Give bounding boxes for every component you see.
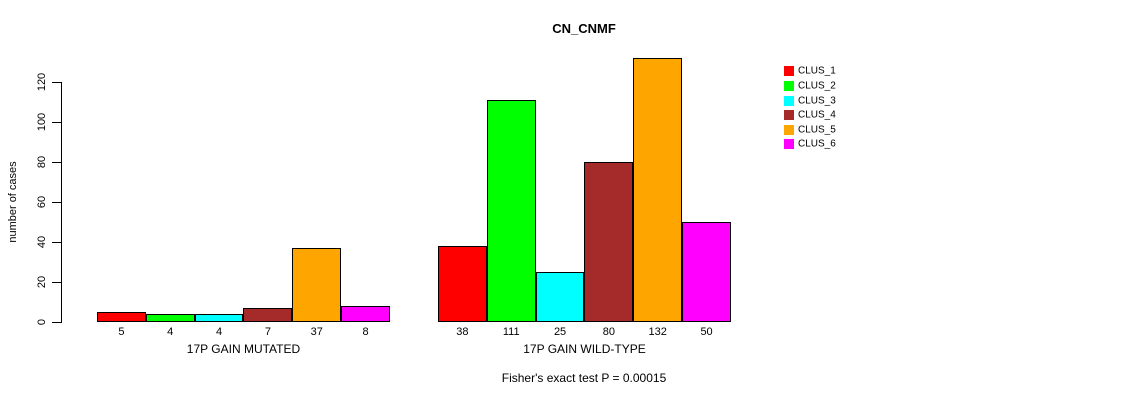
bar	[682, 222, 731, 322]
bar-value-label: 7	[264, 326, 271, 338]
legend-label: CLUS_6	[798, 138, 836, 150]
y-tick-label: 60	[36, 195, 48, 209]
y-tick-label: 40	[36, 235, 48, 249]
legend-swatch	[784, 110, 794, 121]
bar-value-label: 4	[167, 326, 174, 338]
legend-label: CLUS_5	[798, 124, 836, 136]
bar-value-label: 38	[456, 326, 469, 338]
fisher-test-note: Fisher's exact test P = 0.00015	[501, 371, 667, 385]
chart-title: CN_CNMF	[552, 21, 616, 36]
y-tick-label: 80	[36, 155, 48, 169]
bar-value-label: 111	[502, 326, 520, 338]
y-tick	[52, 82, 62, 83]
bar-value-label: 132	[648, 326, 667, 338]
y-tick	[52, 202, 62, 203]
bar	[292, 248, 342, 322]
legend-swatch	[784, 80, 794, 91]
bar	[486, 100, 536, 322]
bar-value-label: 37	[310, 326, 323, 338]
group-label: 17P GAIN MUTATED	[186, 342, 301, 356]
legend-swatch	[784, 139, 794, 150]
bar	[145, 314, 195, 322]
bar	[194, 314, 244, 322]
legend-swatch	[784, 66, 794, 77]
y-axis-label: number of cases	[7, 161, 19, 243]
bar	[535, 272, 585, 322]
y-tick	[52, 282, 62, 283]
bar	[97, 312, 146, 322]
bar	[438, 246, 487, 322]
y-tick-label: 120	[36, 72, 48, 92]
bar-value-label: 5	[118, 326, 125, 338]
bar-value-label: 25	[553, 326, 567, 338]
legend-label: CLUS_1	[798, 65, 836, 77]
bar	[633, 58, 683, 322]
y-tick	[52, 242, 62, 243]
bar-value-label: 4	[216, 326, 223, 338]
bar	[243, 308, 293, 322]
bar-value-label: 80	[602, 326, 616, 338]
y-tick-label: 0	[36, 318, 48, 326]
y-tick	[52, 162, 62, 163]
group-label: 17P GAIN WILD-TYPE	[523, 342, 646, 356]
legend-swatch	[784, 124, 794, 135]
legend-label: CLUS_4	[798, 109, 836, 121]
bar	[341, 306, 390, 322]
y-tick	[52, 122, 62, 123]
bar-value-label: 8	[362, 326, 369, 338]
y-tick-label: 100	[36, 112, 48, 132]
legend-label: CLUS_2	[798, 80, 836, 92]
legend-label: CLUS_3	[798, 95, 836, 106]
bar-value-label: 50	[700, 326, 713, 338]
legend-swatch	[784, 95, 794, 106]
bar	[584, 162, 634, 322]
y-tick	[52, 322, 62, 323]
y-tick-label: 20	[36, 275, 48, 289]
